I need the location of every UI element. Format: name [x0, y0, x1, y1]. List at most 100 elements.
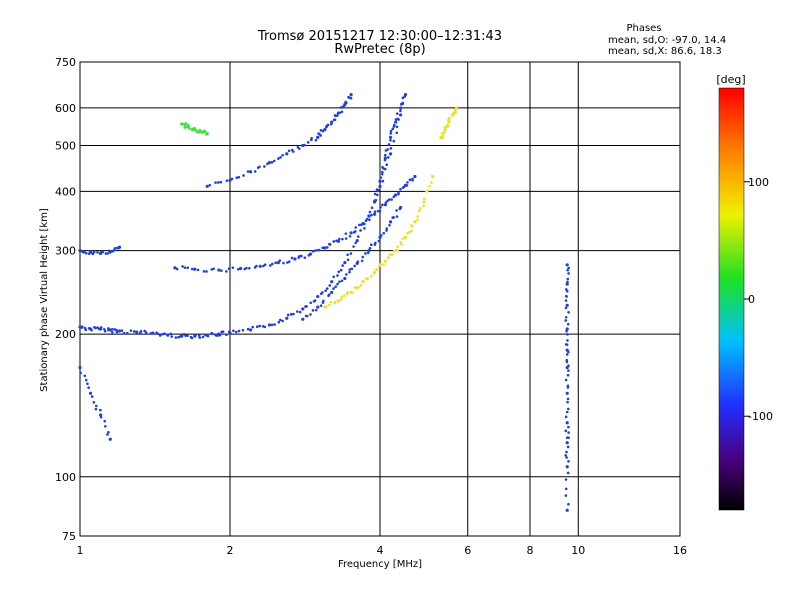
data-point	[202, 270, 206, 273]
data-point	[90, 395, 94, 398]
data-point	[566, 471, 570, 475]
data-point	[203, 129, 207, 133]
data-point	[316, 305, 320, 309]
data-point	[319, 134, 322, 137]
data-point	[354, 230, 357, 233]
data-point	[186, 266, 190, 270]
data-point	[81, 325, 84, 328]
data-point	[281, 319, 284, 323]
data-point	[303, 256, 307, 259]
data-point	[309, 313, 312, 316]
data-point	[103, 419, 107, 423]
data-point	[285, 152, 289, 156]
data-point	[567, 460, 570, 463]
data-point	[104, 252, 108, 255]
data-point	[566, 339, 569, 342]
data-point	[232, 329, 235, 333]
data-point	[565, 465, 569, 469]
data-point	[388, 198, 391, 201]
data-point	[374, 241, 377, 245]
data-point	[330, 280, 334, 284]
data-point	[389, 147, 393, 150]
data-point	[144, 331, 148, 334]
tick-labels: 1 2 4 6 8 10 16 75 100 200 300 400 500 600 750	[55, 56, 687, 557]
data-point	[564, 415, 568, 419]
data-point	[430, 174, 435, 179]
data-point	[230, 177, 234, 181]
data-point	[564, 454, 568, 457]
data-point	[567, 502, 570, 506]
data-point	[564, 294, 568, 298]
colorbar-label: [deg]	[716, 73, 745, 86]
x-tick-label: 4	[377, 544, 384, 557]
data-point	[378, 209, 382, 213]
data-point	[107, 430, 110, 434]
data-point	[249, 328, 253, 332]
data-point	[79, 371, 82, 375]
data-point	[396, 248, 400, 252]
data-point	[443, 128, 447, 132]
data-point	[253, 170, 257, 173]
data-point	[163, 332, 166, 336]
data-point	[214, 181, 217, 184]
data-point	[319, 304, 323, 307]
data-point	[273, 323, 277, 326]
data-point	[186, 334, 189, 338]
data-point	[88, 391, 93, 395]
data-point	[368, 247, 372, 250]
data-point	[373, 210, 377, 213]
data-point	[309, 301, 313, 305]
x-tick-label: 16	[673, 544, 687, 557]
data-point	[379, 176, 383, 179]
data-point	[323, 246, 327, 250]
data-point	[329, 300, 333, 304]
data-point	[566, 277, 570, 281]
data-point	[258, 165, 261, 169]
data-point	[263, 263, 267, 266]
data-point	[390, 198, 393, 201]
data-point	[367, 249, 371, 253]
data-point	[101, 250, 105, 254]
data-point	[345, 101, 348, 105]
data-point	[397, 191, 400, 195]
data-point	[564, 429, 568, 433]
data-point	[289, 313, 293, 316]
data-point	[384, 153, 387, 157]
data-point	[246, 170, 250, 173]
data-point	[413, 174, 417, 179]
data-point	[242, 174, 245, 177]
data-point	[370, 213, 373, 217]
data-point	[287, 260, 291, 263]
data-point	[372, 212, 377, 216]
data-point	[87, 386, 90, 390]
data-point	[268, 264, 272, 267]
data-point	[281, 153, 284, 157]
data-point	[418, 206, 422, 210]
data-point	[279, 318, 282, 322]
data-point	[565, 327, 569, 331]
chart-subtitle: RwPretec (8p)	[334, 42, 425, 57]
data-point	[413, 220, 417, 224]
data-point	[564, 299, 568, 302]
data-point	[336, 282, 339, 286]
data-point	[194, 334, 197, 337]
data-point	[565, 508, 569, 512]
data-point	[263, 325, 267, 329]
data-point	[387, 143, 391, 146]
data-point	[369, 275, 373, 278]
data-point	[113, 247, 117, 250]
data-point	[448, 116, 451, 120]
data-point	[276, 261, 280, 265]
data-point	[394, 120, 398, 124]
data-point	[388, 152, 393, 156]
colorbar-ticks: 100 0 -100	[744, 176, 773, 423]
data-point	[395, 125, 399, 129]
data-point	[198, 336, 202, 339]
data-point	[410, 229, 413, 233]
data-point	[395, 209, 398, 212]
data-point	[566, 400, 569, 404]
data-point	[166, 333, 170, 337]
data-point	[339, 268, 343, 272]
y-tick-label: 400	[55, 185, 76, 198]
data-point	[564, 494, 568, 497]
